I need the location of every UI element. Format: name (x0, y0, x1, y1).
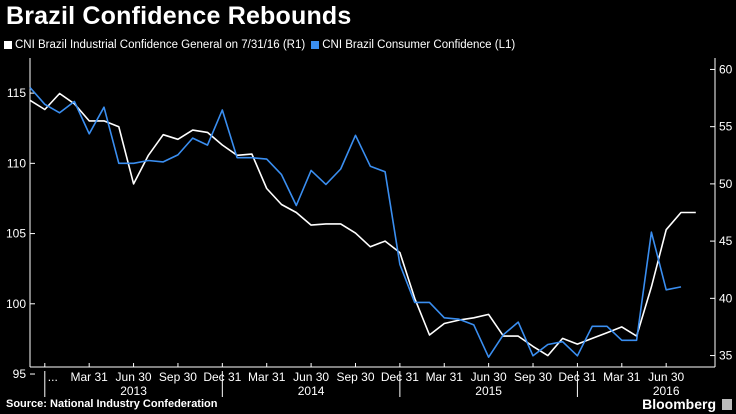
right-tick-label: 55 (719, 120, 733, 134)
x-tick-label: Mar 31 (70, 370, 108, 384)
legend-label-industrial: CNI Brazil Industrial Confidence General… (15, 39, 306, 51)
series-line-consumer (29, 86, 682, 359)
x-tick-label: Sep 30 (336, 370, 374, 384)
legend-label-consumer: CNI Brazil Consumer Confidence (L1) (322, 39, 516, 51)
x-year-label: 2016 (653, 384, 680, 398)
legend-swatch-industrial (4, 41, 12, 49)
x-tick-label: Jun 30 (648, 370, 684, 384)
chart-title: Brazil Confidence Rebounds (6, 2, 352, 30)
x-tick-label: Jun 30 (471, 370, 507, 384)
x-year-label: 2014 (298, 384, 325, 398)
x-year-label: 2013 (120, 384, 147, 398)
x-tick-label: Mar 31 (603, 370, 641, 384)
legend-swatch-consumer (311, 41, 320, 49)
right-tick-label: 50 (719, 177, 733, 191)
source-note: Source: National Industry Confederation (6, 398, 218, 410)
legend: CNI Brazil Industrial Confidence General… (4, 39, 521, 51)
right-tick-label: 60 (719, 62, 733, 76)
x-tick-label: Sep 30 (514, 370, 552, 384)
left-tick-label: 95 (13, 367, 27, 381)
x-year-label: 2015 (475, 384, 502, 398)
x-tick-label: Mar 31 (426, 370, 464, 384)
right-tick-label: 35 (719, 349, 733, 363)
left-tick-label: 100 (6, 297, 26, 311)
left-tick-label: 110 (7, 156, 26, 170)
bloomberg-logo-icon (722, 399, 732, 410)
right-tick-label: 40 (719, 291, 733, 305)
x-tick-label: Sep 30 (159, 370, 197, 384)
right-tick-label: 45 (719, 234, 733, 248)
x-tick-label: Mar 31 (248, 370, 286, 384)
x-tick-label: Jun 30 (293, 370, 329, 384)
left-tick-label: 105 (6, 227, 26, 241)
bloomberg-logo: Bloomberg (642, 396, 716, 412)
x-tick-label: Jun 30 (116, 370, 152, 384)
legend-item-consumer: CNI Brazil Consumer Confidence (L1) (311, 39, 515, 51)
x-tick-label: ... (48, 370, 58, 384)
left-tick-label: 115 (7, 86, 26, 100)
legend-item-industrial: CNI Brazil Industrial Confidence General… (4, 39, 305, 51)
series-line-industrial (29, 92, 696, 357)
